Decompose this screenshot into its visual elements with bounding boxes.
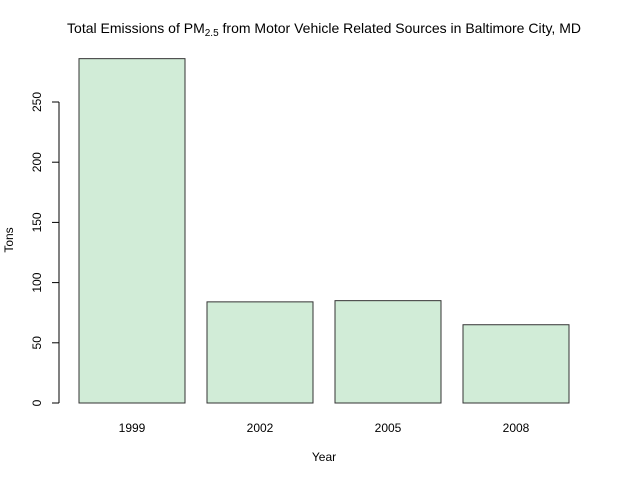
- chart-title: Total Emissions of PM2.5 from Motor Vehi…: [67, 20, 581, 39]
- title-main: Total Emissions of PM: [67, 20, 205, 36]
- bar: [78, 58, 186, 404]
- x-tick-label: 1999: [119, 421, 146, 435]
- y-tick-label: 150: [30, 212, 44, 232]
- bar: [334, 300, 442, 404]
- y-axis-label: Tons: [2, 227, 16, 252]
- x-tick-label: 2002: [247, 421, 274, 435]
- y-tick-label: 50: [30, 336, 44, 350]
- title-rest: from Motor Vehicle Related Sources in Ba…: [219, 20, 581, 36]
- x-tick-label: 2005: [375, 421, 402, 435]
- bar: [462, 324, 570, 404]
- title-subscript: 2.5: [205, 28, 219, 39]
- x-tick-label: 2008: [503, 421, 530, 435]
- y-tick-label: 250: [30, 92, 44, 112]
- y-tick-label: 200: [30, 152, 44, 172]
- x-axis-label: Year: [312, 450, 336, 464]
- bar: [206, 301, 314, 404]
- y-tick-label: 100: [30, 272, 44, 292]
- y-tick-label: 0: [30, 399, 44, 406]
